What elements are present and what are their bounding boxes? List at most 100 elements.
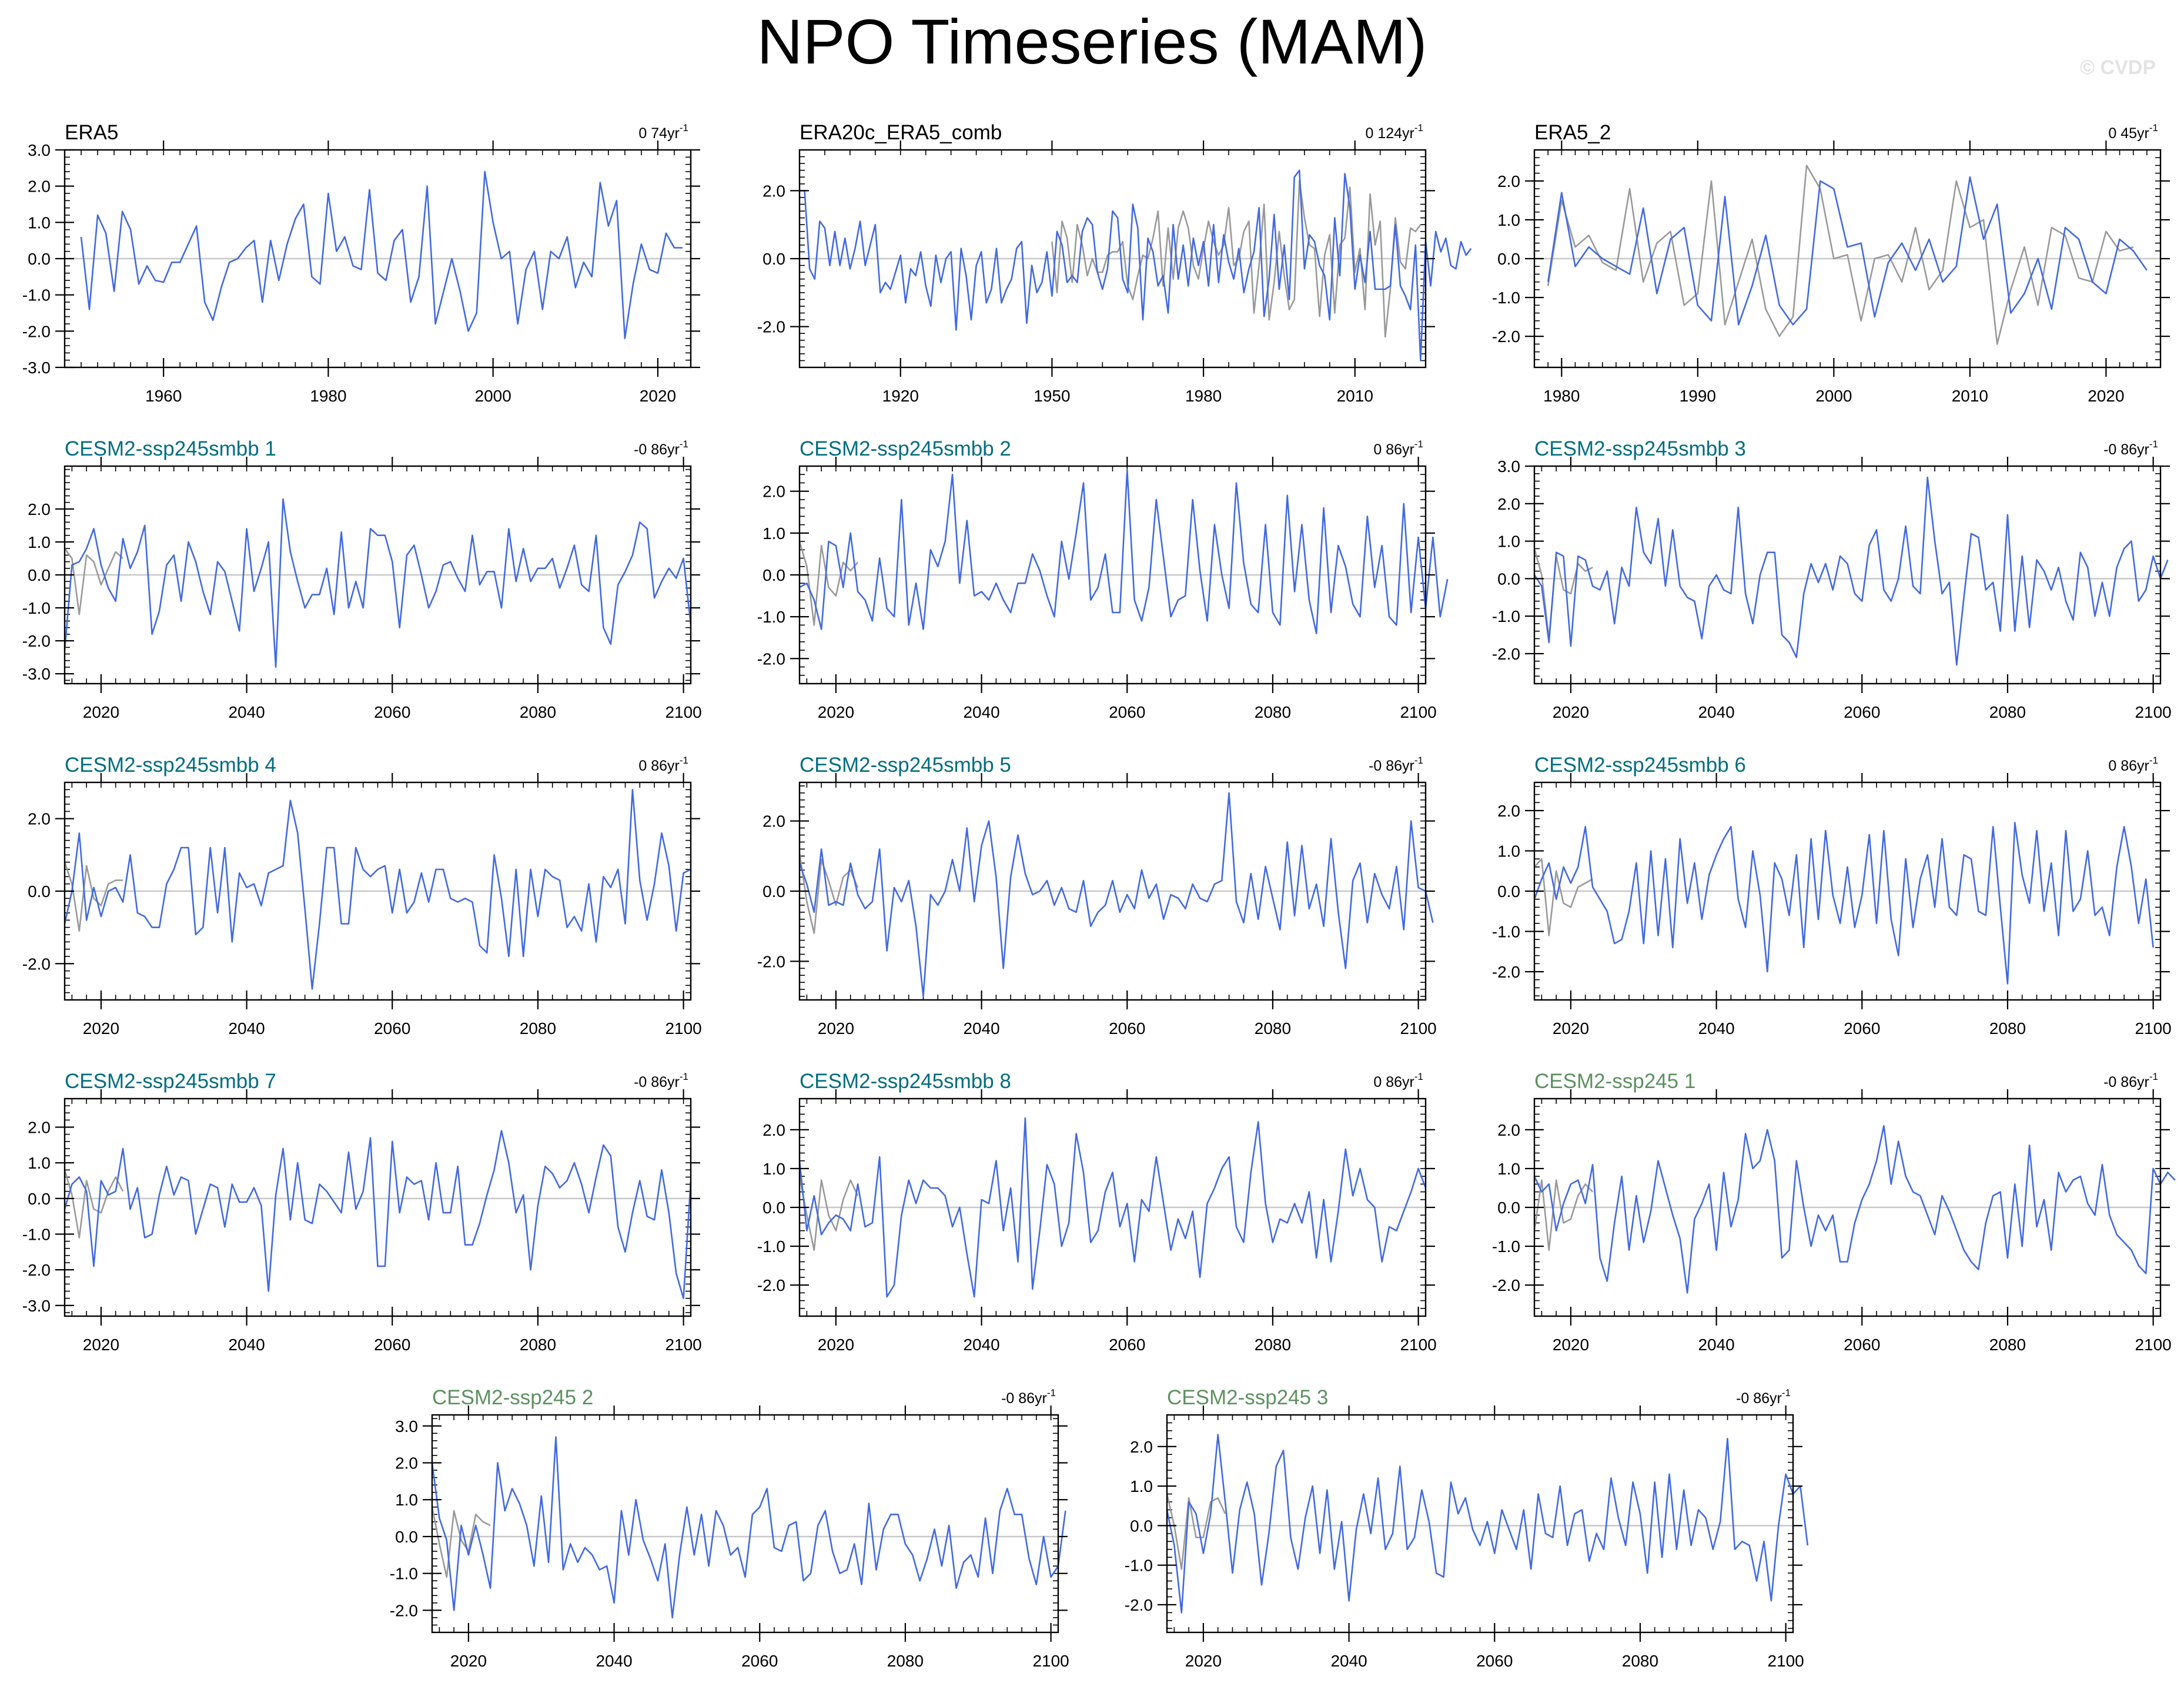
series-line: [798, 1117, 1427, 1298]
y-tick-label: 1.0: [1497, 211, 1520, 229]
y-tick-label: 0.0: [1130, 1517, 1153, 1535]
trend-exponent: -1: [680, 755, 688, 766]
x-tick-label: 2100: [1032, 1652, 1069, 1670]
chart-panel: CESM2-ssp245smbb 5 -0 86yr-1 2020 2040 2060 2…: [735, 744, 1458, 1050]
chart-svg: CESM2-ssp245 1 -0 86yr-1 2020 2040 2060 2080 2…: [1492, 1070, 2176, 1354]
trend-label: -0 86yr-1: [1369, 755, 1423, 774]
y-tick-label: -2.0: [1492, 963, 1520, 981]
chart-svg: ERA5 0 74yr-1 1960 1980 2000 2020 3.0 2.0 1.0 0.0…: [22, 121, 700, 405]
chart-title: ERA5: [65, 121, 118, 144]
y-tick-label: 2.0: [28, 500, 51, 518]
x-tick-label: 2100: [2135, 1336, 2171, 1354]
y-tick-label: 2.0: [762, 483, 785, 501]
chart-svg: CESM2-ssp245smbb 2 0 86yr-1 2020 2040 2060 20…: [757, 437, 1449, 721]
y-tick-label: 0.0: [28, 882, 51, 901]
y-tick-label: -1.0: [1492, 923, 1520, 941]
y-tick-label: 3.0: [28, 141, 51, 159]
series-line: [63, 789, 691, 990]
x-tick-label: 2080: [1622, 1652, 1658, 1670]
y-tick-label: 0.0: [28, 566, 51, 584]
y-tick-label: 2.0: [762, 1121, 785, 1139]
x-tick-label: 2020: [818, 703, 854, 721]
trend-value: -0 86yr: [1001, 1390, 1047, 1407]
series-line: [1533, 822, 2154, 985]
series-line: [1166, 1434, 1809, 1614]
trend-exponent: -1: [680, 439, 688, 450]
y-tick-label: -3.0: [22, 359, 51, 377]
y-tick-label: 0.0: [1497, 1199, 1520, 1217]
x-tick-label: 2060: [1844, 703, 1880, 721]
y-tick-label: 2.0: [762, 182, 785, 200]
y-tick-label: -2.0: [757, 318, 785, 336]
x-tick-label: 2020: [1553, 1019, 1589, 1038]
y-tick-label: -2.0: [1125, 1596, 1153, 1614]
x-tick-label: 2020: [818, 1336, 854, 1354]
y-tick-label: 0.0: [762, 882, 785, 901]
chart-panel: CESM2-ssp245 3 -0 86yr-1 2020 2040 2060 2080 2…: [1102, 1377, 1825, 1682]
y-tick-label: -1.0: [390, 1565, 418, 1583]
plot-frame: [1533, 465, 2162, 685]
trend-label: 0 86yr-1: [1373, 1071, 1423, 1090]
series-line: [63, 1130, 692, 1300]
x-tick-label: 2080: [1989, 703, 2026, 721]
y-tick-label: -1.0: [1125, 1557, 1153, 1575]
series-line: [63, 498, 692, 668]
x-tick-label: 2010: [1337, 387, 1373, 405]
y-tick-label: -1.0: [22, 599, 51, 617]
y-tick-label: 2.0: [28, 1119, 51, 1137]
x-tick-label: 2100: [2135, 1019, 2171, 1038]
chart-svg: CESM2-ssp245smbb 5 -0 86yr-1 2020 2040 2060 2…: [757, 754, 1437, 1038]
chart-svg: CESM2-ssp245smbb 7 -0 86yr-1 2020 2040 2060 2…: [22, 1070, 702, 1354]
trend-label: 0 86yr-1: [638, 755, 688, 774]
plot-frame: [431, 1414, 1059, 1634]
plot-frame: [1166, 1414, 1794, 1634]
x-tick-label: 2080: [887, 1652, 924, 1670]
trend-exponent: -1: [1414, 439, 1423, 450]
trend-value: 0 86yr: [638, 758, 679, 774]
y-tick-label: -2.0: [22, 1261, 51, 1279]
x-tick-label: 2100: [1400, 1336, 1436, 1354]
x-tick-label: 2010: [1952, 387, 1988, 405]
chart-panel: CESM2-ssp245smbb 3 -0 86yr-1 2020 2040 2060 2…: [1470, 428, 2184, 734]
trend-value: -0 86yr: [2103, 1074, 2149, 1090]
x-tick-label: 2080: [1255, 703, 1291, 721]
obs-overlay-line: [431, 1507, 491, 1578]
plot-frame: [63, 1097, 692, 1317]
x-tick-label: 2020: [450, 1652, 487, 1670]
y-tick-label: 2.0: [1130, 1438, 1153, 1456]
x-tick-label: 1990: [1680, 387, 1716, 405]
chart-title: CESM2-ssp245smbb 5: [800, 754, 1011, 777]
x-tick-label: 2040: [1330, 1652, 1367, 1670]
y-tick-label: -3.0: [22, 665, 51, 683]
chart-title: ERA5_2: [1534, 121, 1611, 144]
trend-label: 0 86yr-1: [1373, 439, 1423, 458]
y-tick-label: 1.0: [28, 213, 51, 232]
chart-title: CESM2-ssp245smbb 3: [1534, 437, 1746, 460]
y-tick-label: -2.0: [1492, 1276, 1520, 1294]
series-line: [800, 169, 1472, 362]
chart-panel: ERA5 0 74yr-1 1960 1980 2000 2020 3.0 2.0 1.0 0.0…: [0, 112, 723, 417]
y-tick-label: 1.0: [1497, 842, 1520, 860]
x-tick-label: 2060: [1476, 1652, 1513, 1670]
x-tick-label: 2080: [1255, 1336, 1291, 1354]
x-tick-label: 2000: [475, 387, 511, 405]
x-tick-label: 1920: [882, 387, 919, 405]
x-tick-label: 1960: [145, 387, 182, 405]
y-tick-label: -1.0: [1492, 607, 1520, 625]
obs-overlay-line: [798, 1176, 859, 1251]
y-tick-label: 3.0: [395, 1417, 418, 1435]
y-tick-label: 1.0: [1497, 533, 1520, 551]
y-tick-label: -1.0: [757, 608, 785, 626]
x-tick-label: 2060: [374, 703, 410, 721]
trend-exponent: -1: [1782, 1387, 1791, 1398]
x-tick-label: 2020: [83, 1336, 119, 1354]
trend-exponent: -1: [1047, 1387, 1056, 1398]
series-line: [431, 1436, 1066, 1619]
y-tick-label: -2.0: [22, 322, 51, 340]
x-tick-label: 2060: [1844, 1336, 1880, 1354]
x-tick-label: 2040: [228, 1019, 265, 1038]
y-tick-label: -1.0: [1492, 1237, 1520, 1256]
y-tick-label: 2.0: [762, 812, 785, 831]
x-tick-label: 1980: [1185, 387, 1222, 405]
chart-svg: ERA5_2 0 45yr-1 1980 1990 2000 2010 2020 2.0 1.0…: [1492, 121, 2170, 405]
